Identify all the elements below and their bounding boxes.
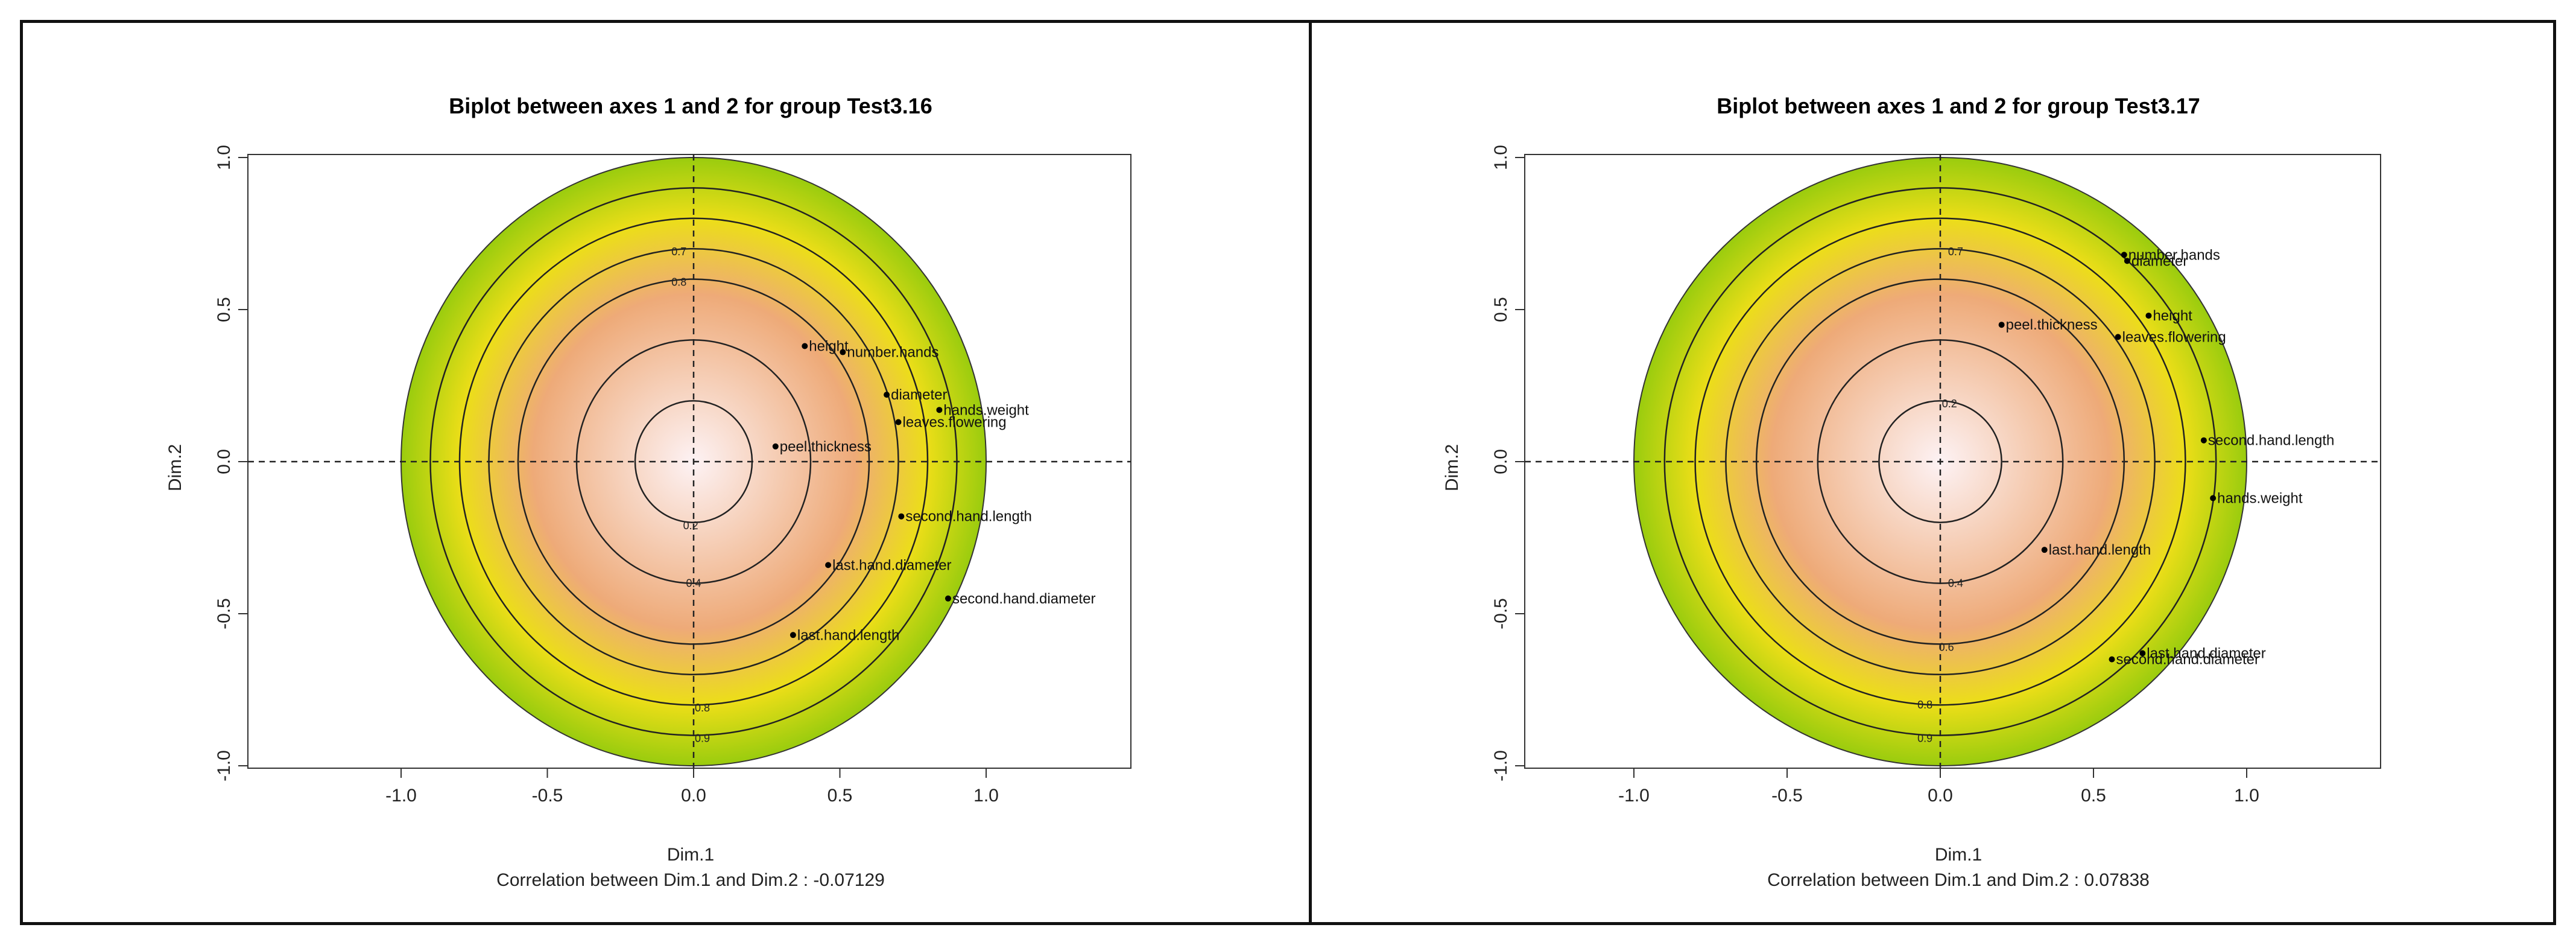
chart-subtitle: Correlation between Dim.1 and Dim.2 : 0.… xyxy=(1767,870,2150,890)
variable-point xyxy=(840,349,846,355)
variable-label: diameter xyxy=(2131,253,2188,269)
variable-label: diameter xyxy=(891,387,947,403)
variable-label: leaves.flowering xyxy=(2122,329,2226,345)
contour-label: 0.8 xyxy=(695,702,710,714)
variable-label: last.hand.diameter xyxy=(832,557,951,573)
variable-point xyxy=(2124,258,2130,264)
contour-label: 0.4 xyxy=(1948,578,1963,590)
x-axis-label: Dim.1 xyxy=(1935,845,1982,865)
variable-label: last.hand.diameter xyxy=(2147,646,2265,662)
biplot-chart-test3-16: Biplot between axes 1 and 2 for group Te… xyxy=(165,94,1131,890)
y-tick-label: 1.0 xyxy=(1491,145,1511,170)
variable-label: second.hand.diameter xyxy=(952,591,1096,607)
contour-label: 0.9 xyxy=(1917,733,1932,745)
biplot-chart-test3-17: Biplot between axes 1 and 2 for group Te… xyxy=(1442,94,2381,890)
variable-point xyxy=(2210,495,2217,501)
contour-label: 0.2 xyxy=(683,520,698,532)
variable-point xyxy=(2041,547,2048,553)
y-tick-label: -1.0 xyxy=(1491,750,1511,781)
variable-label: hands.weight xyxy=(943,402,1029,418)
x-tick-label: 1.0 xyxy=(2234,786,2259,806)
variable-label: second.hand.diameter xyxy=(2116,652,2259,668)
x-tick-label: -1.0 xyxy=(385,786,417,806)
y-axis-label: Dim.2 xyxy=(165,444,185,491)
variable-point xyxy=(790,632,796,638)
contour-label: 0.8 xyxy=(671,276,686,288)
variable-point xyxy=(898,513,905,520)
y-tick-label: -0.5 xyxy=(214,598,234,629)
variable-label: height xyxy=(2153,308,2192,324)
contour-label: 0.9 xyxy=(695,733,710,745)
variable-label: second.hand.length xyxy=(905,509,1032,525)
chart-subtitle: Correlation between Dim.1 and Dim.2 : -0… xyxy=(496,870,885,890)
variable-point xyxy=(2121,252,2127,258)
variable-point xyxy=(2109,656,2115,663)
plot-area: 0.2 0.4 0.6 0.7 0.8 0.9 -1.0 -0.5 0.0 0.5 1.0 -1.0 -… xyxy=(1491,145,2381,806)
variable-point xyxy=(884,392,890,398)
y-tick-label: -1.0 xyxy=(214,750,234,781)
x-axis-label: Dim.1 xyxy=(667,845,714,865)
variable-label: hands.weight xyxy=(2217,490,2303,506)
x-tick-label: -1.0 xyxy=(1618,786,1650,806)
variable-label: last.hand.length xyxy=(797,627,899,643)
variable-point xyxy=(936,407,943,413)
variable-point xyxy=(945,595,951,602)
variable-label: number.hands xyxy=(847,345,938,361)
variable-point xyxy=(2139,650,2146,657)
contour-label: 0.6 xyxy=(1939,641,1954,653)
x-tick-label: -0.5 xyxy=(1771,786,1803,806)
variable-point xyxy=(2145,313,2152,319)
variable-label: second.hand.length xyxy=(2208,433,2335,449)
contour-label: 0.2 xyxy=(1942,398,1957,410)
x-tick-label: 0.0 xyxy=(1928,786,1953,806)
y-tick-label: 1.0 xyxy=(214,145,234,170)
biplot-panel-test3-17: Biplot between axes 1 and 2 for group Te… xyxy=(1309,20,2556,925)
biplot-panel-test3-16: Biplot between axes 1 and 2 for group Te… xyxy=(20,20,1312,925)
variable-point xyxy=(802,343,808,349)
chart-title: Biplot between axes 1 and 2 for group Te… xyxy=(1717,94,2200,118)
variable-label: last.hand.length xyxy=(2049,542,2151,558)
variable-point xyxy=(825,562,832,568)
x-tick-label: -0.5 xyxy=(532,786,563,806)
contour-ring-0-8 xyxy=(1694,217,2186,706)
variable-point xyxy=(895,419,902,425)
x-tick-label: 1.0 xyxy=(973,786,999,806)
variable-label: peel.thickness xyxy=(780,439,872,455)
chart-title: Biplot between axes 1 and 2 for group Te… xyxy=(449,94,932,118)
x-tick-label: 0.5 xyxy=(828,786,853,806)
y-tick-label: 0.5 xyxy=(214,297,234,322)
x-tick-label: 0.0 xyxy=(681,786,706,806)
y-tick-label: -0.5 xyxy=(1491,598,1511,629)
y-tick-label: 0.0 xyxy=(214,449,234,474)
y-axis-label: Dim.2 xyxy=(1442,444,1462,491)
variable-point xyxy=(1998,322,2005,328)
variable-label: peel.thickness xyxy=(2006,317,2098,333)
plot-area: 0.20.40.70.80.80.9-1.0-0.50.00.51.0-1.0-… xyxy=(214,145,1131,806)
x-tick-label: 0.5 xyxy=(2081,786,2106,806)
variable-point xyxy=(2200,437,2207,444)
variable-label: leaves.flowering xyxy=(903,414,1007,430)
variable-label: number.hands xyxy=(2128,247,2220,263)
variable-point xyxy=(772,443,779,450)
variable-point xyxy=(2115,334,2121,340)
contour-label: 0.7 xyxy=(671,246,686,258)
y-tick-label: 0.5 xyxy=(1491,297,1511,322)
contour-label: 0.7 xyxy=(1948,246,1963,258)
contour-label: 0.8 xyxy=(1917,699,1932,711)
contour-ring-0-2 xyxy=(1878,399,2002,524)
y-tick-label: 0.0 xyxy=(1491,449,1511,474)
